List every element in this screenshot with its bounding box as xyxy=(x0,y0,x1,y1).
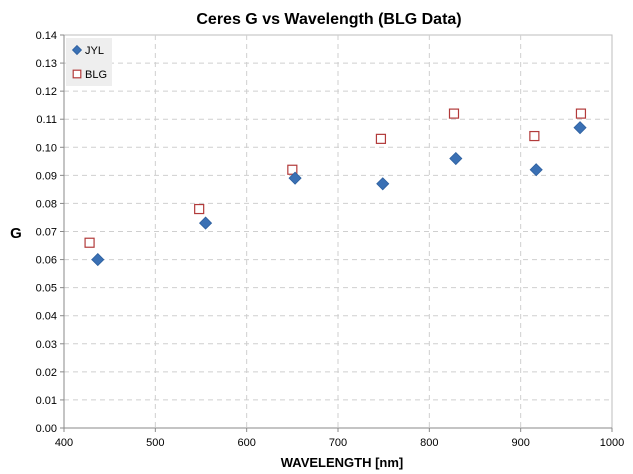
y-tick-label: 0.07 xyxy=(36,227,57,239)
y-tick-label: 0.02 xyxy=(36,367,57,379)
x-tick-label: 700 xyxy=(329,437,347,449)
blg-point xyxy=(529,130,540,142)
jyl-point xyxy=(376,177,390,191)
y-tick-label: 0.05 xyxy=(36,283,57,295)
y-tick-label: 0.01 xyxy=(36,395,57,407)
axes xyxy=(60,34,613,432)
blg-point xyxy=(287,164,298,175)
y-tick-label: 0.06 xyxy=(36,255,57,267)
jyl-point xyxy=(529,163,543,177)
x-tick-label: 400 xyxy=(55,437,73,449)
y-axis-title: G xyxy=(10,225,22,242)
blg-point xyxy=(575,108,587,119)
jyl-point xyxy=(449,151,463,166)
y-tick-label: 0.14 xyxy=(36,30,57,42)
x-tick-label: 600 xyxy=(237,437,255,449)
legend-item-jyl: JYL xyxy=(71,44,104,57)
series-jyl xyxy=(91,121,587,267)
x-tick-label: 500 xyxy=(146,437,164,449)
legend-marker-jyl xyxy=(71,44,83,56)
x-axis-title: WAVELENGTH [nm] xyxy=(281,455,404,470)
jyl-point xyxy=(199,216,213,230)
jyl-point xyxy=(91,253,105,267)
legend-item-blg: BLG xyxy=(72,69,107,81)
legend-marker-blg xyxy=(72,69,82,79)
x-tick-label: 900 xyxy=(511,437,529,449)
blg-point xyxy=(194,203,205,215)
legend: JYL BLG xyxy=(66,38,112,86)
series-blg xyxy=(84,108,587,248)
jyl-point xyxy=(573,121,587,135)
y-tick-label: 0.13 xyxy=(36,58,57,70)
jyl-point xyxy=(288,171,302,185)
y-tick-label: 0.00 xyxy=(36,423,57,435)
grid-lines xyxy=(64,35,612,428)
chart-title: Ceres G vs Wavelength (BLG Data) xyxy=(196,11,461,28)
legend-label: JYL xyxy=(85,45,104,57)
blg-point xyxy=(375,133,387,144)
y-tick-label: 0.04 xyxy=(36,311,57,323)
y-tick-labels: 0.00 0.01 0.02 0.03 0.04 0.05 0.06 0.07 0.08 0.09… xyxy=(36,30,57,435)
x-tick-labels: 400 500 600 700 800 900 1000 xyxy=(55,437,624,449)
x-tick-label: 800 xyxy=(420,437,438,449)
x-tick-label: 1000 xyxy=(600,437,624,449)
y-tick-label: 0.08 xyxy=(36,198,57,210)
y-tick-label: 0.03 xyxy=(36,339,57,351)
blg-point xyxy=(84,237,95,248)
data-series xyxy=(84,108,587,267)
y-tick-label: 0.12 xyxy=(36,86,57,98)
blg-point xyxy=(448,108,460,119)
y-tick-label: 0.09 xyxy=(36,170,57,182)
y-tick-label: 0.11 xyxy=(36,114,57,126)
legend-label: BLG xyxy=(85,69,107,81)
y-tick-label: 0.10 xyxy=(36,142,57,154)
